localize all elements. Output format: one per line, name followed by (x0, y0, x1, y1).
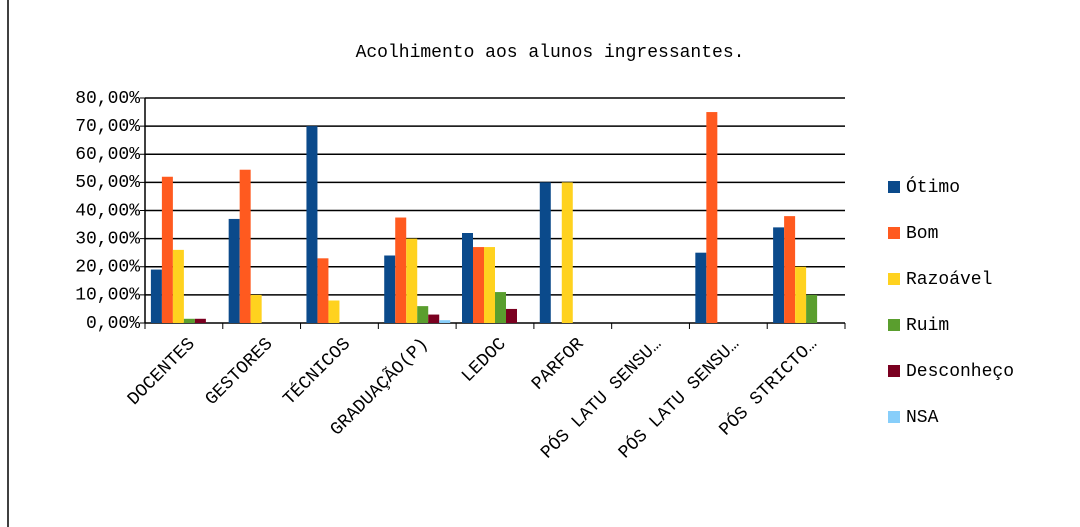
bar (317, 258, 329, 323)
bar (561, 182, 573, 323)
bar (706, 112, 718, 323)
y-tick-label: 20,00% (75, 258, 140, 278)
bar (784, 216, 796, 323)
bar (406, 238, 418, 323)
bar (384, 255, 396, 323)
bar (506, 308, 517, 323)
bar (462, 233, 473, 323)
legend-swatch (888, 227, 900, 239)
bar (161, 176, 173, 323)
legend-swatch (888, 411, 900, 423)
bar (194, 318, 206, 323)
bar (417, 306, 429, 323)
bar (239, 169, 251, 323)
legend-label: Ótimo (906, 176, 960, 198)
y-tick-label: 0,00% (86, 314, 140, 334)
legend-swatch (888, 365, 900, 377)
legend-swatch (888, 181, 900, 193)
legend-label: Ruim (906, 316, 949, 336)
bar (183, 318, 195, 323)
y-tick-label: 30,00% (75, 229, 140, 249)
y-tick-label: 70,00% (75, 117, 140, 137)
bar (250, 294, 262, 323)
bar (228, 218, 240, 323)
y-tick-label: 40,00% (75, 201, 140, 221)
legend-label: Bom (906, 224, 938, 244)
legend-label: NSA (906, 408, 939, 428)
x-tick-label: PARFOR (528, 334, 588, 394)
legend-label: Razoável (906, 270, 992, 290)
bar (428, 314, 440, 323)
bar (395, 217, 407, 323)
bar (439, 320, 451, 323)
bar (539, 182, 551, 323)
bar (172, 249, 184, 323)
bar (795, 266, 807, 323)
legend-swatch (888, 319, 900, 331)
x-tick-label: DOCENTES (124, 334, 199, 409)
bar (484, 247, 495, 323)
x-tick-label: LEDOC (458, 334, 510, 386)
bar (773, 227, 785, 323)
y-tick-label: 10,00% (75, 286, 140, 306)
x-tick-label: TÉCNICOS (278, 333, 355, 410)
bar (473, 247, 484, 323)
y-tick-label: 80,00% (75, 89, 140, 109)
bar (306, 126, 318, 323)
bar (695, 252, 707, 323)
bar (328, 300, 340, 323)
y-tick-label: 50,00% (75, 173, 140, 193)
bar (150, 269, 162, 323)
legend-label: Desconheço (906, 362, 1014, 382)
bar (495, 292, 506, 323)
legend-swatch (888, 273, 900, 285)
x-tick-label: GESTORES (202, 334, 277, 409)
y-tick-label: 60,00% (75, 145, 140, 165)
bar (806, 294, 818, 323)
chart-title: Acolhimento aos alunos ingressantes. (356, 43, 745, 63)
